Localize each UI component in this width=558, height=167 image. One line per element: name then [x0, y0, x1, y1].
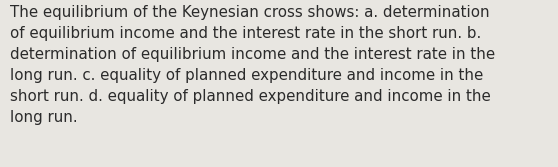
Text: The equilibrium of the Keynesian cross shows: a. determination
of equilibrium in: The equilibrium of the Keynesian cross s… — [10, 5, 495, 125]
